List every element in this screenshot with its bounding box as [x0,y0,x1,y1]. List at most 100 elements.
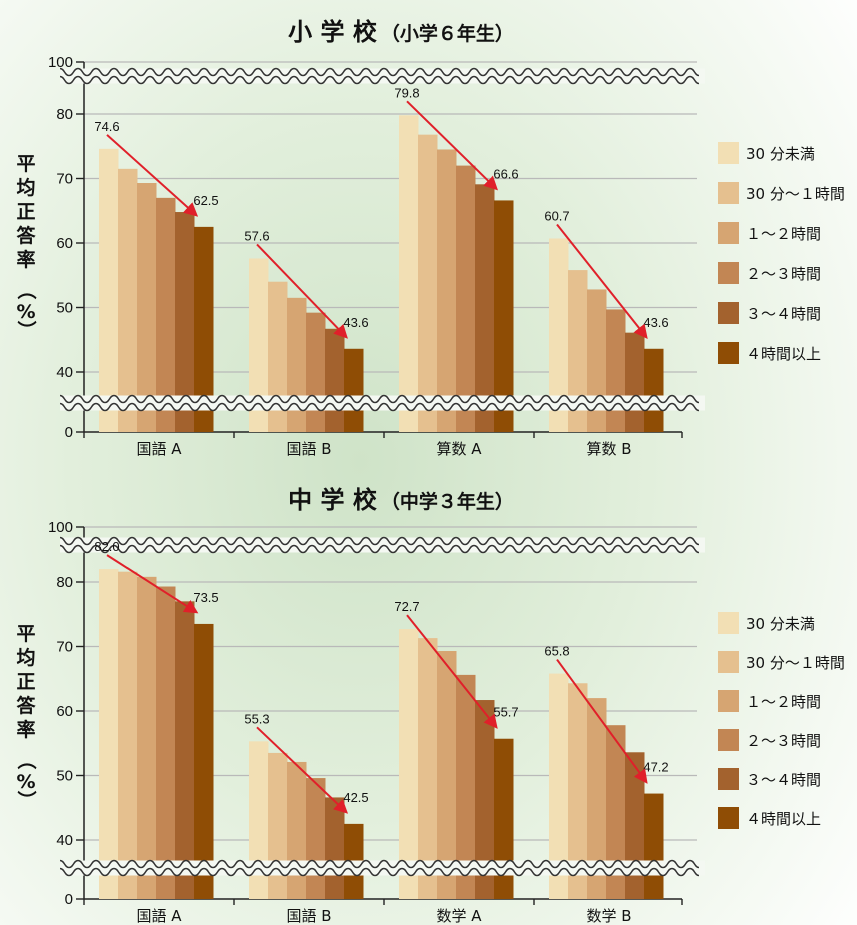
data-label: 79.8 [394,85,419,100]
y-axis-label-char: 率 [16,248,35,271]
chart-title-main: 小 学 校 [288,18,378,46]
y-axis-label-percent: % [16,771,35,793]
data-label: 42.5 [343,790,368,805]
x-category-label: 数学 B [586,907,631,925]
bar [137,576,157,899]
bar [325,328,345,432]
y-tick-label: 80 [56,574,73,591]
y-tick-label: 0 [65,424,73,441]
bar [287,297,307,432]
y-axis-label-paren: ） [15,790,38,809]
bar [99,148,119,432]
bar [268,752,288,899]
axis-break-line [59,75,700,85]
bar [156,197,176,432]
y-axis-label-paren: （ [15,280,38,299]
y-tick-label: 40 [56,832,73,849]
y-axis-label-char: 均 [16,176,35,199]
y-tick-label: 80 [56,106,73,123]
legend-swatch [718,651,739,673]
y-axis-label-char: 答 [16,694,36,717]
bar [249,741,269,899]
x-category-label: 国語 A [136,440,182,458]
axis-break-band [60,860,705,876]
data-label: 65.8 [544,644,569,659]
trend-arrow [406,614,498,729]
bar [494,200,514,432]
legend-label: ３～４時間 [746,771,821,789]
y-tick-label: 50 [56,768,73,785]
y-tick-label: 100 [48,54,73,71]
axis-break-band [60,395,705,411]
legend-swatch [718,729,739,751]
y-tick-label: 70 [56,639,73,656]
chart-title-main: 中 学 校 [288,486,378,514]
legend-label: ２～３時間 [746,732,821,750]
bar [325,797,345,899]
bar [418,134,438,432]
axis-break-line [59,67,700,77]
legend-swatch [718,768,739,790]
data-label: 43.6 [343,315,368,330]
bar [156,586,176,899]
bar [437,149,457,432]
y-axis-label-char: 均 [16,646,35,669]
data-label: 74.6 [94,119,119,134]
bar [118,168,138,432]
y-tick-label: 100 [48,519,73,536]
legend-swatch [718,612,739,634]
data-label: 47.2 [643,760,668,775]
bar [475,184,495,432]
y-tick-label: 70 [56,171,73,188]
trend-arrow [256,726,349,814]
legend: 30 分未満 30 分～１時間 １～２時間 ２～３時間 ３～４時間 ４時間以上 [718,612,845,829]
legend-swatch [718,342,739,364]
trend-arrow [106,554,199,614]
data-label: 82.0 [94,539,119,554]
bar [587,698,607,899]
axis-break-line [59,402,700,412]
trend-arrow [106,134,199,217]
axis-break-line [59,859,700,869]
data-label: 57.6 [244,228,269,243]
x-category-label: 国語 A [136,907,182,925]
bar [194,623,214,899]
y-tick-label: 60 [56,703,73,720]
bar [399,629,419,899]
bar [644,793,664,899]
bar [118,571,138,899]
legend-swatch [718,222,739,244]
bar [249,258,269,432]
x-category-label: 国語 B [286,440,331,458]
x-category-label: 国語 B [286,907,331,925]
axis-break-band [60,68,705,84]
trend-arrow [256,243,348,339]
bar [287,761,307,899]
y-axis-label-char: 平 [16,623,35,645]
bar [549,238,569,432]
bar [306,312,326,432]
bar [549,673,569,899]
bar [99,569,119,899]
bar [137,183,157,432]
axis-break-band [60,537,705,553]
axis-break-line [59,394,700,404]
legend-label: 30 分未満 [746,615,815,633]
bar [606,725,626,899]
y-axis-label-char: 平 [16,153,35,175]
x-category-label: 数学 A [436,907,482,925]
legend-label: ４時間以上 [746,345,821,363]
data-label: 55.3 [244,711,269,726]
bar [175,212,195,432]
axis-break-line [59,867,700,877]
bar [399,115,419,432]
legend-swatch [718,807,739,829]
bar [568,270,588,432]
y-axis-label-paren: ） [15,320,38,339]
legend-swatch [718,690,739,712]
y-tick-label: 60 [56,235,73,252]
legend: 30 分未満 30 分～１時間 １～２時間 ２～３時間 ３～４時間 ４時間以上 [718,142,845,364]
chart-subtitle: （小学６年生） [381,22,514,45]
